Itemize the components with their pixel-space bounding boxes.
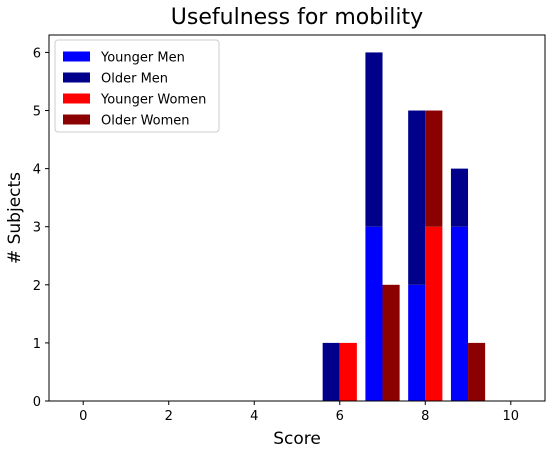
legend-swatch-younger-women bbox=[63, 93, 90, 104]
bar-older-men-score-9 bbox=[450, 168, 469, 227]
x-tick-label: 4 bbox=[250, 409, 258, 424]
bar-older-women-score-7 bbox=[382, 284, 400, 401]
chart-title: Usefulness for mobility bbox=[171, 5, 423, 30]
bar-older-women-score-9 bbox=[468, 342, 486, 401]
legend-label-younger-women: Younger Women bbox=[100, 93, 206, 108]
bar-younger-women-score-8 bbox=[425, 226, 443, 401]
legend-label-older-men: Older Men bbox=[101, 72, 168, 87]
legend-swatch-older-women bbox=[63, 114, 90, 125]
plot-frame bbox=[48, 34, 546, 402]
bar-older-men-score-7 bbox=[365, 52, 383, 227]
y-tick-label: 3 bbox=[33, 221, 41, 236]
x-tick-label: 2 bbox=[165, 409, 173, 424]
y-tick-label: 2 bbox=[33, 279, 41, 294]
legend-label-older-women: Older Women bbox=[101, 114, 190, 129]
x-axis-ticks: 0 2 4 6 8 10 bbox=[79, 401, 519, 424]
legend-swatch-older-men bbox=[63, 72, 90, 83]
bar-older-women-score-8 bbox=[425, 110, 443, 227]
bar-younger-men-score-7 bbox=[365, 226, 383, 401]
legend-swatch-younger-men bbox=[63, 51, 90, 62]
bar-older-men-score-6 bbox=[322, 342, 340, 401]
bar-older-men-score-8 bbox=[408, 110, 426, 285]
x-tick-label: 8 bbox=[421, 409, 429, 424]
y-tick-label: 6 bbox=[33, 46, 41, 61]
bars-layer bbox=[322, 52, 486, 401]
legend: Younger Men Older Men Younger Women Older W… bbox=[54, 39, 220, 133]
y-tick-label: 5 bbox=[33, 105, 41, 120]
x-tick-label: 0 bbox=[79, 409, 87, 424]
x-tick-label: 6 bbox=[336, 409, 344, 424]
y-axis-ticks: 0 1 2 3 4 5 6 bbox=[33, 46, 49, 410]
y-tick-label: 4 bbox=[33, 163, 41, 178]
x-tick-label: 10 bbox=[503, 409, 520, 424]
bar-younger-women-score-6 bbox=[339, 342, 357, 401]
bar-younger-men-score-8 bbox=[408, 284, 426, 401]
x-axis-title: Score bbox=[273, 429, 321, 449]
legend-box bbox=[54, 39, 220, 133]
legend-label-younger-men: Younger Men bbox=[100, 51, 185, 66]
y-tick-label: 0 bbox=[33, 395, 41, 410]
bar-younger-men-score-9 bbox=[450, 226, 469, 401]
y-axis-title: # Subjects bbox=[5, 172, 25, 264]
y-tick-label: 1 bbox=[33, 337, 41, 352]
